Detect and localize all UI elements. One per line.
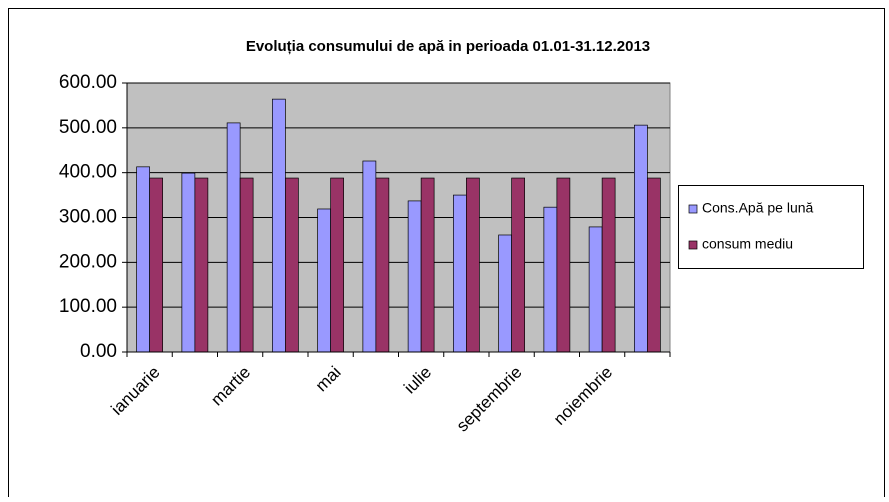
bar — [226, 122, 241, 353]
bar — [556, 177, 571, 353]
bar — [511, 177, 525, 353]
bar — [453, 194, 467, 353]
y-tick-label: 400.00 — [59, 162, 117, 183]
y-tick-label: 600.00 — [59, 72, 117, 93]
legend-label: consum mediu — [702, 236, 793, 252]
chart-title: Evoluția consumului de apă in perioada 0… — [246, 38, 650, 55]
bar — [407, 200, 422, 353]
bar — [330, 177, 344, 353]
bar — [647, 177, 661, 353]
y-tick-label: 300.00 — [59, 207, 117, 228]
bar — [466, 177, 480, 353]
bar — [194, 177, 209, 353]
legend-swatch — [688, 204, 698, 214]
y-tick-label: 100.00 — [59, 296, 117, 317]
bar — [272, 98, 286, 353]
bar — [420, 177, 435, 353]
legend-swatch — [688, 240, 698, 250]
bar — [285, 177, 299, 353]
bar — [588, 226, 603, 353]
y-tick-label: 0.00 — [80, 341, 117, 362]
bar — [239, 177, 254, 353]
bar — [136, 166, 150, 353]
bar — [362, 160, 377, 353]
bar — [181, 172, 196, 353]
y-tick-label: 500.00 — [59, 117, 117, 138]
bar — [317, 208, 331, 353]
legend-box — [678, 185, 864, 269]
bar — [149, 177, 163, 353]
y-tick-label: 200.00 — [59, 251, 117, 272]
bar — [634, 124, 648, 353]
bar — [601, 177, 616, 353]
bar — [498, 234, 512, 353]
bar — [543, 206, 558, 353]
bar — [375, 177, 390, 353]
legend-label: Cons.Apă pe lună — [702, 200, 814, 216]
